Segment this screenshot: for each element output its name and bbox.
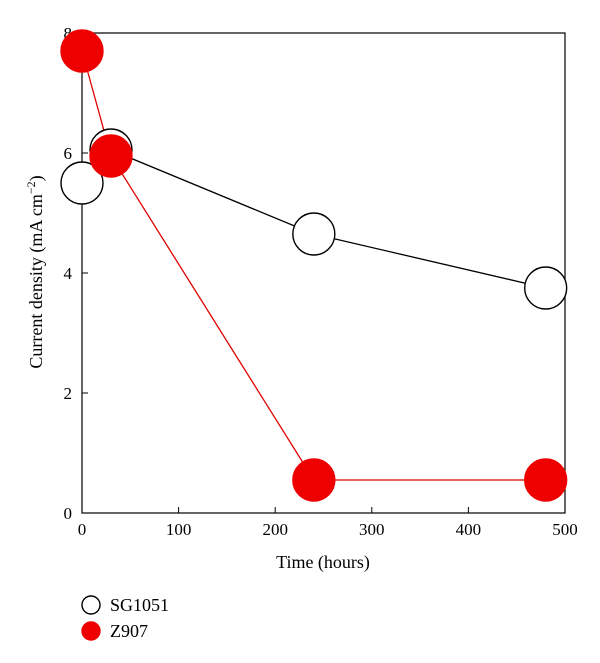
legend-marker-z907 <box>81 621 101 641</box>
x-tick-label: 300 <box>359 520 385 539</box>
plot-frame <box>81 32 566 514</box>
data-point-sg1051 <box>292 212 336 256</box>
y-tick-label: 2 <box>64 384 73 403</box>
x-axis-title: Time (hours) <box>276 552 370 573</box>
series-markers <box>60 29 568 502</box>
y-axis-title-close: ) <box>26 175 47 181</box>
y-tick-label: 8 <box>64 24 73 43</box>
legend: SG1051 Z907 <box>81 595 169 641</box>
legend-marker-sg1051 <box>81 595 101 615</box>
y-tick-label: 6 <box>64 144 73 163</box>
y-tick-label: 4 <box>64 264 73 283</box>
plot-border <box>81 32 566 514</box>
x-tick-label: 100 <box>166 520 192 539</box>
y-axis-ticks: 0 2 4 6 8 <box>64 24 88 523</box>
series-line-z907 <box>81 50 546 481</box>
legend-label: Z907 <box>110 621 148 641</box>
data-point-z907 <box>292 458 336 502</box>
data-point-sg1051 <box>523 266 568 310</box>
y-axis-title: Current density (mA cm−2) <box>24 175 47 368</box>
y-axis-title-sup: −2 <box>24 181 38 194</box>
x-axis-ticks: 0 100 200 300 400 500 <box>78 507 578 539</box>
legend-label: SG1051 <box>110 595 169 615</box>
data-point-z907 <box>60 29 104 73</box>
data-point-sg1051 <box>60 161 104 205</box>
data-point-z907 <box>523 458 568 502</box>
x-tick-label: 0 <box>78 520 87 539</box>
data-point-z907 <box>89 134 133 178</box>
x-tick-label: 200 <box>262 520 288 539</box>
x-tick-label: 400 <box>456 520 482 539</box>
series-lines <box>81 50 546 481</box>
y-axis-title-main: Current density (mA cm <box>26 194 47 368</box>
y-tick-label: 0 <box>64 504 73 523</box>
x-tick-label: 500 <box>552 520 578 539</box>
